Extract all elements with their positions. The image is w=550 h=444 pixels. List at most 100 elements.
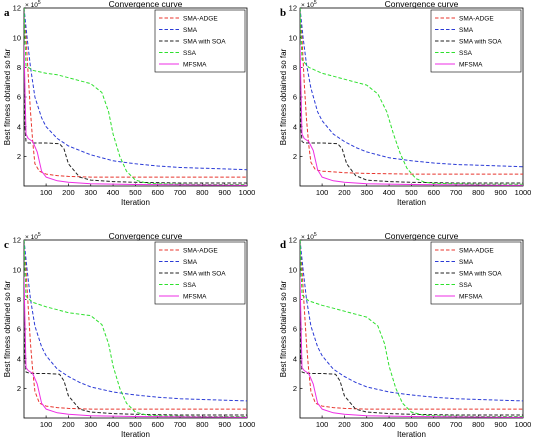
x-tick-label: 100 — [316, 188, 329, 197]
x-tick-label: 300 — [360, 420, 373, 429]
x-tick-label: 100 — [40, 420, 53, 429]
chart-panel-c: Convergence curve c × 105 100 200 300 400 500 60… — [3, 231, 255, 439]
x-axis-label: Iteration — [121, 198, 150, 207]
x-tick-label: 1000 — [515, 420, 532, 429]
y-tick-label: 6 — [17, 93, 21, 102]
x-tick-label: 1000 — [239, 188, 256, 197]
legend-entry: MFSMA — [183, 294, 207, 301]
x-tick-label: 600 — [151, 188, 164, 197]
x-tick-label: 500 — [129, 188, 142, 197]
y-exponent-power: 5 — [314, 0, 317, 6]
legend-entry: SMA with SOA — [459, 39, 502, 46]
panel-letter: a — [4, 7, 10, 19]
x-tick-label: 600 — [151, 420, 164, 429]
legend-entry: SSA — [459, 282, 473, 289]
legend-entry: SMA-ADGE — [459, 16, 494, 23]
x-tick-label: 400 — [107, 188, 120, 197]
x-axis-label: Iteration — [397, 430, 426, 439]
y-tick-label: 8 — [17, 295, 21, 304]
y-tick-label: 12 — [289, 236, 297, 245]
x-tick-label: 900 — [218, 188, 231, 197]
x-tick-label: 700 — [450, 188, 463, 197]
y-tick-label: 10 — [289, 33, 297, 42]
series-line-sma-with-soa — [24, 288, 247, 416]
x-tick-label: 400 — [383, 420, 396, 429]
x-tick-label: 200 — [62, 420, 75, 429]
x-tick-label: 900 — [494, 420, 507, 429]
y-axis-label: Best fitness obtained so far — [3, 48, 12, 145]
chart-panel-a: Convergence curve a × 105 100 200 300 400 500 60… — [3, 0, 255, 207]
x-tick-label: 300 — [84, 188, 97, 197]
x-tick-label: 700 — [174, 420, 187, 429]
y-tick-label: 12 — [13, 4, 21, 13]
y-exponent-power: 5 — [314, 232, 317, 238]
y-exponent-base: × 10 — [301, 234, 314, 241]
legend-entry: SSA — [183, 282, 197, 289]
y-tick-label: 8 — [17, 63, 21, 72]
x-tick-label: 500 — [129, 420, 142, 429]
y-axis-label: Best fitness obtained so far — [279, 48, 288, 145]
series-line-ssa — [24, 240, 247, 417]
x-tick-label: 500 — [405, 188, 418, 197]
legend-entry: MFSMA — [459, 62, 483, 69]
y-tick-label: 6 — [17, 325, 21, 334]
y-tick-label: 8 — [293, 63, 297, 72]
y-exponent-power: 5 — [38, 232, 41, 238]
series-line-sma-with-soa — [300, 288, 523, 416]
legend-entry: SSA — [459, 50, 473, 57]
y-tick-label: 12 — [13, 236, 21, 245]
y-axis-label: Best fitness obtained so far — [3, 280, 12, 377]
chart-title: Convergence curve — [109, 0, 183, 9]
y-exponent-label: × 105 — [25, 0, 41, 9]
y-tick-label: 4 — [17, 354, 21, 363]
x-tick-label: 600 — [427, 188, 440, 197]
y-exponent-label: × 105 — [25, 232, 41, 241]
y-tick-label: 10 — [13, 265, 21, 274]
x-axis-label: Iteration — [121, 430, 150, 439]
x-tick-label: 300 — [84, 420, 97, 429]
x-tick-label: 800 — [196, 188, 209, 197]
legend-entry: SMA with SOA — [459, 271, 502, 278]
x-tick-label: 400 — [107, 420, 120, 429]
y-tick-label: 6 — [293, 93, 297, 102]
series-line-sma-with-soa — [300, 52, 523, 184]
series-line-sma — [24, 8, 247, 171]
x-tick-label: 800 — [196, 420, 209, 429]
x-tick-label: 900 — [218, 420, 231, 429]
series-line-ssa — [300, 8, 523, 185]
series-line-sma-adge — [24, 8, 247, 178]
series-line-mfsma — [300, 45, 523, 186]
y-axis-label: Best fitness obtained so far — [279, 280, 288, 377]
series-line-mfsma — [24, 45, 247, 186]
y-exponent-base: × 10 — [25, 2, 38, 9]
y-exponent-label: × 105 — [301, 232, 317, 241]
chart-title: Convergence curve — [109, 231, 183, 241]
chart-panel-b: Convergence curve b × 105 100 200 300 400 500 60… — [279, 0, 531, 207]
legend-entry: SMA-ADGE — [183, 16, 218, 23]
x-tick-label: 100 — [316, 420, 329, 429]
x-tick-label: 600 — [427, 420, 440, 429]
x-tick-label: 700 — [174, 188, 187, 197]
series-line-sma — [300, 8, 523, 168]
x-tick-label: 100 — [40, 188, 53, 197]
x-tick-label: 700 — [450, 420, 463, 429]
y-tick-label: 6 — [293, 325, 297, 334]
legend-entry: SMA — [183, 27, 198, 34]
x-axis-label: Iteration — [397, 198, 426, 207]
series-line-sma — [300, 240, 523, 402]
panel-letter: d — [280, 239, 286, 251]
panel-letter: b — [280, 7, 286, 19]
x-tick-label: 200 — [62, 188, 75, 197]
legend-entry: SMA — [459, 27, 474, 34]
x-tick-label: 300 — [360, 188, 373, 197]
legend-entry: MFSMA — [459, 294, 483, 301]
x-tick-label: 800 — [472, 188, 485, 197]
y-tick-label: 8 — [293, 295, 297, 304]
y-tick-label: 4 — [293, 122, 297, 131]
y-tick-label: 12 — [289, 4, 297, 13]
legend-entry: SMA — [459, 259, 474, 266]
y-tick-label: 2 — [293, 152, 297, 161]
series-line-sma-adge — [300, 8, 523, 175]
y-exponent-label: × 105 — [301, 0, 317, 9]
y-exponent-base: × 10 — [25, 234, 38, 241]
